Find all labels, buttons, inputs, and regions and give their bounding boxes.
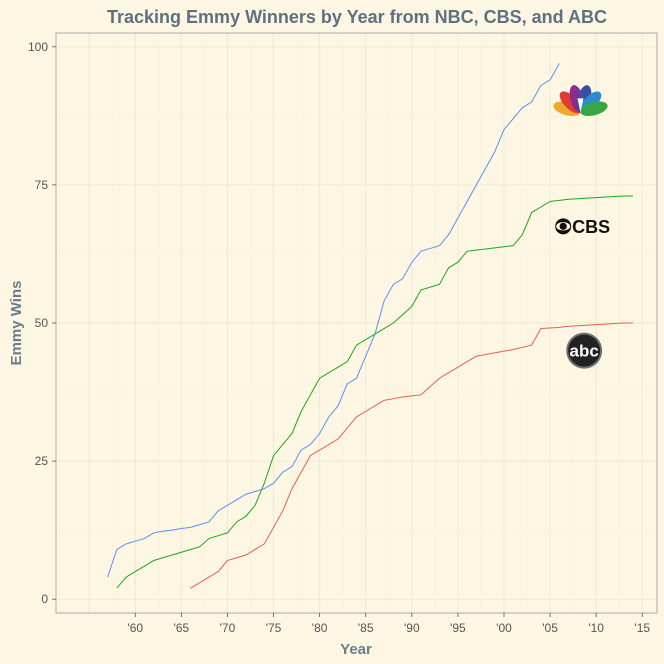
- x-axis-title: Year: [340, 641, 372, 658]
- y-axis-ticks: 0 25 50 75 100: [28, 40, 56, 606]
- x-tick-label: '70: [220, 621, 236, 635]
- abc-logo-text: abc: [570, 342, 599, 361]
- series-lines: [107, 63, 634, 589]
- x-tick-label: '05: [542, 621, 558, 635]
- network-logos: CBS abc: [553, 85, 610, 369]
- y-tick-label: 25: [35, 454, 49, 468]
- x-tick-label: '80: [312, 621, 328, 635]
- x-tick-label: '65: [174, 621, 190, 635]
- grid: [56, 33, 657, 613]
- series-line-nbc-peacock: [107, 63, 560, 578]
- x-tick-label: '95: [450, 621, 466, 635]
- x-tick-label: '60: [127, 621, 143, 635]
- x-tick-label: '75: [266, 621, 282, 635]
- y-axis-title: Emmy Wins: [8, 281, 25, 366]
- series-line-cbs-eye: [116, 195, 634, 589]
- y-tick-label: 100: [28, 40, 48, 54]
- chart-title: Tracking Emmy Winners by Year from NBC, …: [107, 7, 607, 27]
- x-tick-label: '85: [358, 621, 374, 635]
- y-tick-label: 0: [41, 592, 48, 606]
- cbs-eye-pupil: [559, 222, 567, 230]
- cbs-eye-logo: CBS: [555, 217, 610, 237]
- nbc-peacock-logo: [553, 85, 608, 116]
- abc-circle-logo: abc: [566, 332, 603, 369]
- x-axis-ticks: '60 '65 '70 '75 '80 '85 '90 '95 '00 '05 '10 '15: [127, 613, 650, 635]
- abc-disc: [568, 334, 601, 367]
- y-tick-label: 75: [35, 178, 49, 192]
- series-line-abc-circle: [190, 322, 634, 589]
- x-tick-label: '15: [634, 621, 650, 635]
- x-tick-label: '10: [588, 621, 604, 635]
- y-tick-label: 50: [35, 316, 49, 330]
- nbc-body: [577, 98, 584, 113]
- nbc-feather: [580, 101, 608, 116]
- x-tick-label: '00: [496, 621, 512, 635]
- x-tick-label: '90: [404, 621, 420, 635]
- cbs-logo-text: CBS: [572, 217, 610, 237]
